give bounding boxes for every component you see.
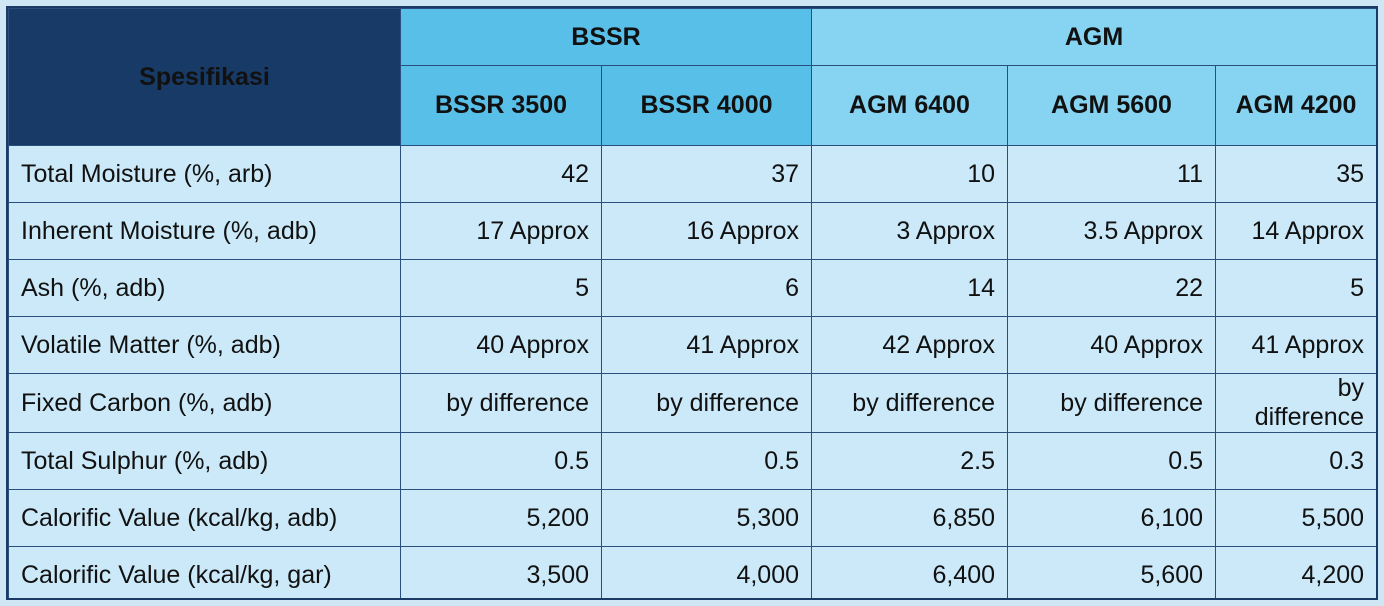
table-cell: 0.3 — [1214, 432, 1376, 490]
table-cell: by difference — [400, 373, 602, 433]
table-row: Total Sulphur (%, adb) 0.5 0.5 2.5 0.5 0… — [8, 432, 1376, 490]
group-header-bssr: BSSR — [400, 8, 812, 66]
table-row: Ash (%, adb) 5 6 14 22 5 — [8, 259, 1376, 317]
group-header-agm: AGM — [810, 8, 1376, 66]
table-row: Fixed Carbon (%, adb) by difference by d… — [8, 373, 1376, 433]
table-cell: by difference — [1214, 373, 1376, 433]
table-row: Calorific Value (kcal/kg, adb) 5,200 5,3… — [8, 489, 1376, 547]
table-row: Calorific Value (kcal/kg, gar) 3,500 4,0… — [8, 546, 1376, 598]
table-cell: 41 Approx — [1214, 316, 1376, 374]
table-cell: 6,850 — [811, 489, 1008, 547]
table-cell: 4,000 — [601, 546, 812, 598]
spec-table: Spesifikasi BSSR AGM BSSR 3500 BSSR 4000… — [8, 8, 1376, 598]
row-label: Ash (%, adb) — [8, 259, 401, 317]
table-cell: 22 — [1007, 259, 1216, 317]
table-cell: 16 Approx — [601, 202, 812, 260]
table-row: Volatile Matter (%, adb) 40 Approx 41 Ap… — [8, 316, 1376, 374]
table-cell: 6,400 — [811, 546, 1008, 598]
row-label: Inherent Moisture (%, adb) — [8, 202, 401, 260]
table-cell: 0.5 — [601, 432, 812, 490]
column-header: AGM 5600 — [1007, 65, 1216, 146]
table-cell: 41 Approx — [601, 316, 812, 374]
table-row: Inherent Moisture (%, adb) 17 Approx 16 … — [8, 202, 1376, 260]
column-header: AGM 4200 — [1214, 65, 1376, 146]
table-cell: 40 Approx — [400, 316, 602, 374]
table-cell: 2.5 — [811, 432, 1008, 490]
spec-table-frame: Spesifikasi BSSR AGM BSSR 3500 BSSR 4000… — [6, 6, 1378, 600]
table-cell: 5,300 — [601, 489, 812, 547]
row-label: Calorific Value (kcal/kg, adb) — [8, 489, 401, 547]
table-cell: by difference — [811, 373, 1008, 433]
row-label: Total Sulphur (%, adb) — [8, 432, 401, 490]
table-cell: 5,600 — [1007, 546, 1216, 598]
row-label: Total Moisture (%, arb) — [8, 145, 401, 203]
header-row-groups: Spesifikasi BSSR AGM — [8, 8, 1376, 146]
table-cell: 6,100 — [1007, 489, 1216, 547]
table-cell: 14 — [811, 259, 1008, 317]
table-cell: 5 — [1214, 259, 1376, 317]
column-header: BSSR 3500 — [400, 65, 602, 146]
row-label: Calorific Value (kcal/kg, gar) — [8, 546, 401, 598]
corner-header: Spesifikasi — [8, 8, 401, 146]
table-cell: 5,500 — [1214, 489, 1376, 547]
table-cell: 10 — [811, 145, 1008, 203]
row-label: Fixed Carbon (%, adb) — [8, 373, 401, 433]
table-cell: 5 — [400, 259, 602, 317]
table-cell: 14 Approx — [1214, 202, 1376, 260]
table-row: Total Moisture (%, arb) 42 37 10 11 35 — [8, 145, 1376, 203]
row-label: Volatile Matter (%, adb) — [8, 316, 401, 374]
table-cell: 3.5 Approx — [1007, 202, 1216, 260]
table-cell: 42 Approx — [811, 316, 1008, 374]
table-cell: 4,200 — [1214, 546, 1376, 598]
table-cell: 11 — [1007, 145, 1216, 203]
table-cell: 3 Approx — [811, 202, 1008, 260]
table-cell: 0.5 — [1007, 432, 1216, 490]
column-header: AGM 6400 — [811, 65, 1008, 146]
table-cell: 35 — [1214, 145, 1376, 203]
table-cell: 42 — [400, 145, 602, 203]
table-cell: by difference — [601, 373, 812, 433]
table-cell: 40 Approx — [1007, 316, 1216, 374]
table-cell: 17 Approx — [400, 202, 602, 260]
table-cell: 3,500 — [400, 546, 602, 598]
table-cell: by difference — [1007, 373, 1216, 433]
column-header: BSSR 4000 — [601, 65, 812, 146]
table-cell: 37 — [601, 145, 812, 203]
table-cell: 5,200 — [400, 489, 602, 547]
header-row-columns: BSSR 3500 BSSR 4000 AGM 6400 AGM 5600 AG… — [9, 65, 1376, 146]
table-cell: 6 — [601, 259, 812, 317]
table-cell: 0.5 — [400, 432, 602, 490]
